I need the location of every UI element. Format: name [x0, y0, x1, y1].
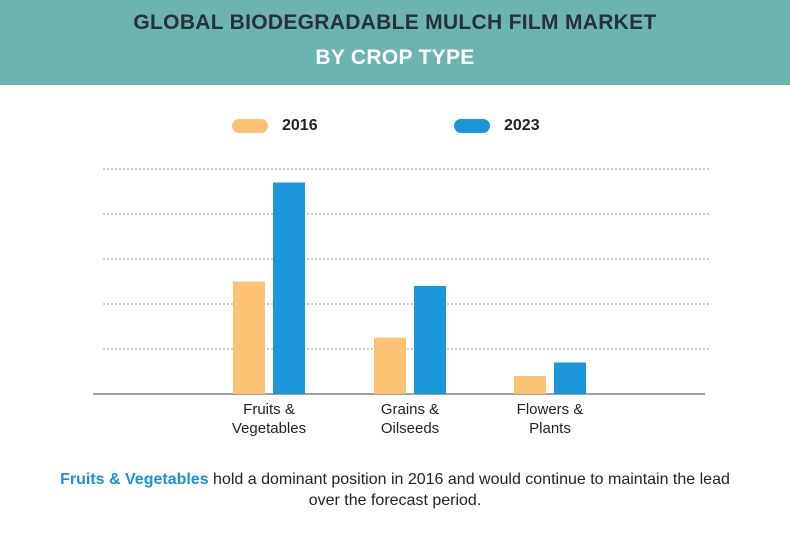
- legend-label-2016: 2016: [282, 117, 318, 134]
- chart-title: GLOBAL BIODEGRADABLE MULCH FILM MARKET: [133, 11, 657, 34]
- x-tick-label: Grains & Oilseeds: [381, 401, 439, 437]
- bar-2023-0: [273, 182, 305, 394]
- bar-2023-1: [414, 286, 446, 394]
- chart-subtitle: BY CROP TYPE: [315, 46, 475, 69]
- bar-chart: Fruits & Vegetables Grains & Oilseeds Flower…: [93, 168, 710, 437]
- legend-swatch-2016: [232, 119, 268, 133]
- bar-2016-2: [514, 376, 546, 394]
- title-banner: [0, 0, 790, 85]
- note-text: hold a dominant position in 2016 and wou…: [208, 471, 730, 509]
- chart-note: Fruits & Vegetables hold a dominant posi…: [60, 469, 730, 511]
- x-tick-label: Fruits & Vegetables: [232, 401, 306, 437]
- bar-2016-1: [374, 337, 406, 394]
- bar-2023-2: [554, 362, 586, 394]
- note-highlight: Fruits & Vegetables: [60, 471, 209, 488]
- legend-label-2023: 2023: [504, 117, 540, 134]
- legend-swatch-2023: [454, 119, 490, 133]
- bar-2016-0: [233, 281, 265, 394]
- x-tick-label: Flowers & Plants: [517, 401, 584, 437]
